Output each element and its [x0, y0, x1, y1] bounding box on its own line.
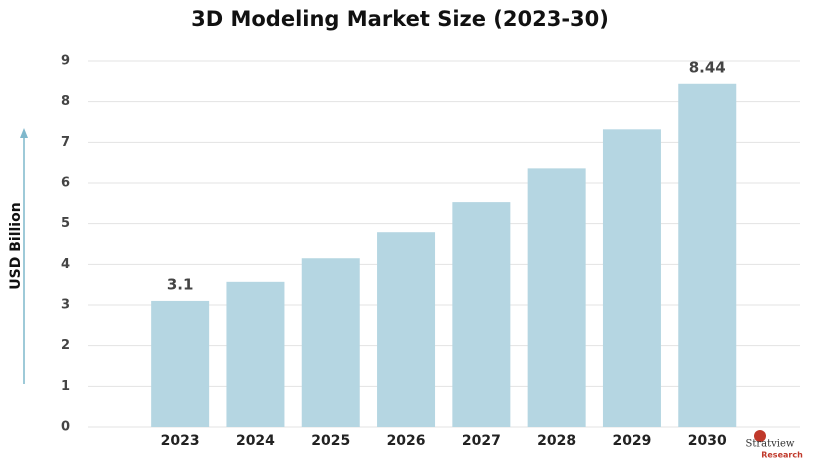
y-tick-label: 9: [61, 54, 70, 69]
y-tick-label: 3: [61, 298, 70, 313]
logo-text: Research: [761, 451, 803, 460]
y-tick-label: 4: [61, 257, 70, 272]
x-tick-label: 2026: [387, 433, 426, 449]
bar: [301, 258, 360, 427]
y-tick-label: 5: [61, 216, 70, 231]
x-tick-label: 2029: [612, 433, 651, 449]
value-label: 3.1: [167, 275, 194, 293]
y-tick-label: 1: [61, 379, 70, 394]
y-tick-label: 0: [61, 420, 70, 435]
y-axis-label: USD Billion: [8, 202, 24, 289]
y-tick-label: 2: [61, 338, 70, 353]
logo-text: Stratview: [746, 439, 795, 450]
value-label: 8.44: [689, 58, 726, 76]
bar: [452, 202, 511, 427]
x-tick-label: 2025: [311, 433, 350, 449]
bar: [151, 300, 210, 427]
logo-icon: [754, 430, 766, 442]
chart-title: 3D Modeling Market Size (2023-30): [191, 7, 609, 31]
bar: [527, 168, 586, 428]
axis-arrowhead: [20, 128, 28, 138]
y-tick-label: 7: [61, 135, 70, 150]
x-tick-label: 2024: [236, 433, 275, 449]
x-tick-label: 2030: [688, 433, 727, 449]
bar: [377, 232, 436, 427]
x-tick-label: 2023: [161, 433, 200, 449]
x-tick-label: 2027: [462, 433, 501, 449]
bar: [226, 281, 285, 427]
x-tick-label: 2028: [537, 433, 576, 449]
bar: [678, 83, 737, 428]
bar: [602, 129, 661, 427]
y-tick-label: 8: [61, 94, 70, 109]
y-tick-label: 6: [61, 176, 70, 191]
